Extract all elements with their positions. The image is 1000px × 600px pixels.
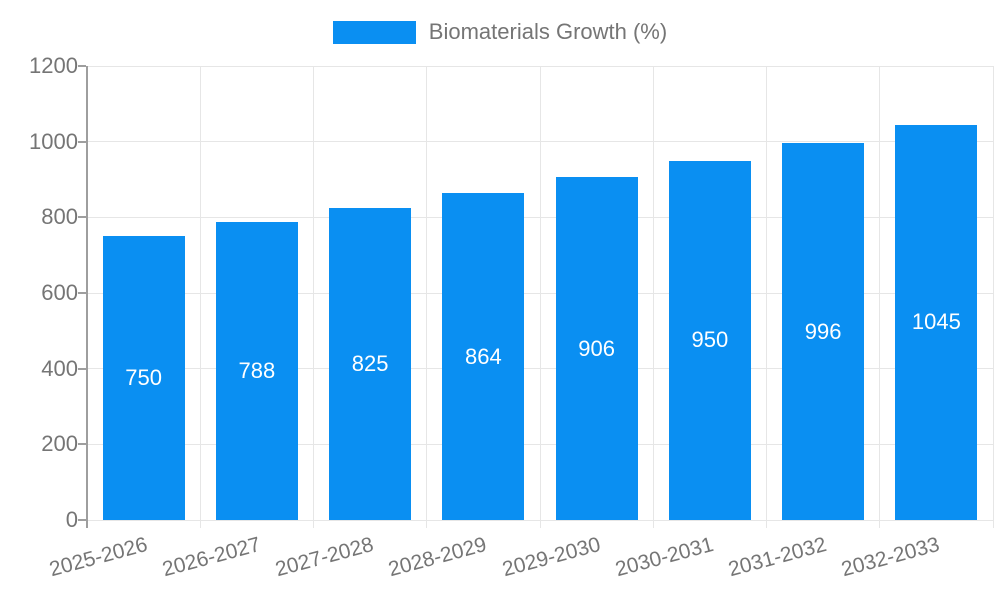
- bar-value-label: 750: [125, 365, 162, 391]
- bar[interactable]: [329, 207, 412, 520]
- bar-value-label: 788: [238, 357, 276, 383]
- gridline-vertical: [426, 66, 428, 528]
- bar-value-label: 1045: [911, 309, 961, 335]
- bar[interactable]: [555, 177, 638, 520]
- bar[interactable]: [215, 221, 298, 520]
- bar[interactable]: [668, 160, 751, 520]
- y-tick-label: 1200: [29, 53, 78, 78]
- legend-swatch: [332, 20, 416, 44]
- y-tick-label: 600: [41, 280, 78, 305]
- bar-value-label: 825: [351, 350, 389, 376]
- y-axis-tick: [78, 65, 86, 67]
- gridline-vertical: [199, 66, 201, 528]
- bar-value-label: 906: [578, 335, 615, 361]
- y-axis-tick: [78, 292, 86, 294]
- bar-value-label: 864: [465, 343, 502, 369]
- y-tick-label: 200: [41, 431, 78, 457]
- gridline-vertical: [539, 66, 541, 528]
- bar[interactable]: [782, 143, 865, 520]
- bar[interactable]: [442, 193, 525, 520]
- y-tick-label: 0: [65, 507, 78, 532]
- bar-value-label: 950: [691, 327, 729, 353]
- legend[interactable]: Biomaterials Growth (%): [0, 19, 1000, 45]
- bar[interactable]: [895, 124, 978, 520]
- y-axis-tick: [78, 140, 86, 143]
- y-tick-label: 1000: [29, 128, 78, 154]
- gridline-vertical: [766, 66, 767, 528]
- legend-label: Biomaterials Growth (%): [428, 19, 668, 44]
- y-axis-tick: [78, 216, 86, 219]
- bar-value-label: 996: [804, 318, 842, 344]
- y-axis-tick: [78, 367, 86, 370]
- gridline-vertical: [652, 66, 654, 528]
- bar[interactable]: [102, 236, 185, 520]
- y-tick-label: 400: [41, 355, 78, 381]
- gridline-vertical: [879, 66, 881, 528]
- gridline-vertical: [992, 66, 994, 528]
- y-tick-label: 800: [41, 204, 78, 230]
- y-axis-line: [86, 66, 88, 528]
- gridline-vertical: [313, 66, 314, 528]
- y-axis-tick: [78, 519, 86, 521]
- y-axis-tick: [78, 443, 86, 446]
